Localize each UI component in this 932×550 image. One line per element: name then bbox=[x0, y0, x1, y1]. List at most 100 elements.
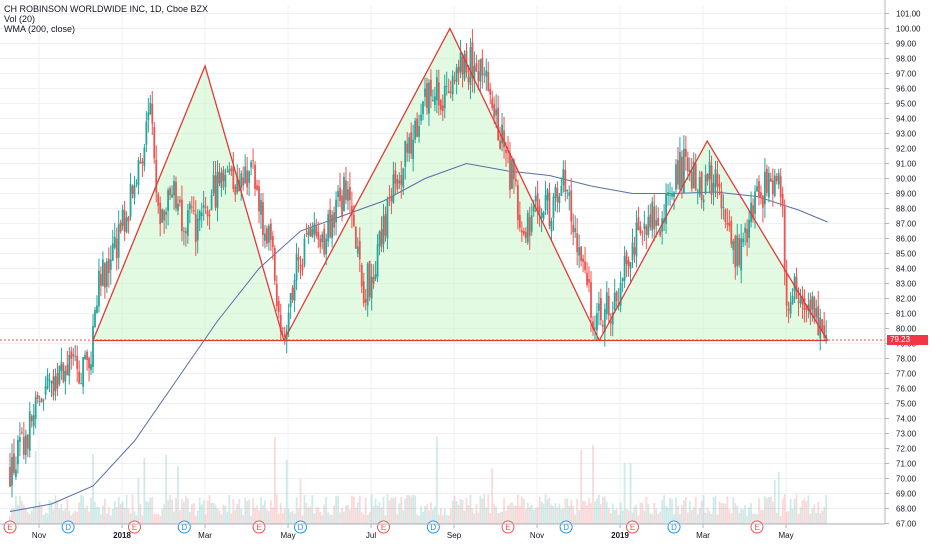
candle-body bbox=[815, 308, 818, 318]
volume-bar bbox=[343, 511, 345, 524]
volume-bar bbox=[84, 508, 86, 524]
volume-bar bbox=[682, 500, 685, 524]
candle-body bbox=[516, 185, 519, 221]
volume-bar bbox=[724, 503, 727, 524]
volume-bar bbox=[756, 513, 758, 524]
dividend-marker[interactable]: D bbox=[667, 520, 681, 534]
candle-body bbox=[147, 112, 150, 121]
candle-body bbox=[538, 206, 541, 213]
volume-bar bbox=[807, 495, 810, 524]
volume-bar bbox=[281, 512, 284, 524]
earnings-marker[interactable]: E bbox=[252, 520, 266, 534]
earnings-marker[interactable]: E bbox=[377, 520, 390, 534]
volume-bar bbox=[165, 454, 168, 524]
candle-body bbox=[657, 218, 660, 226]
y-tick-label: 78.00 bbox=[896, 355, 917, 364]
candle-body bbox=[637, 217, 640, 230]
volume-bar bbox=[481, 498, 484, 524]
candle-body bbox=[682, 148, 685, 193]
volume-bar bbox=[661, 500, 664, 524]
volume-bar bbox=[443, 508, 446, 524]
candle-body bbox=[226, 170, 229, 172]
candle-body bbox=[295, 253, 298, 281]
volume-bar bbox=[775, 512, 778, 524]
candle-body bbox=[441, 105, 444, 112]
volume-bar bbox=[811, 507, 814, 524]
volume-bar bbox=[572, 505, 575, 524]
candle-body bbox=[457, 66, 460, 74]
volume-bar bbox=[801, 500, 804, 524]
volume-bar bbox=[584, 500, 586, 524]
volume-bar bbox=[198, 497, 201, 524]
volume-bar bbox=[520, 496, 523, 524]
candle-body bbox=[370, 276, 373, 299]
dividend-marker[interactable]: D bbox=[177, 520, 191, 534]
candle-body bbox=[214, 175, 217, 208]
volume-bar bbox=[82, 496, 85, 524]
candle-body bbox=[633, 247, 636, 255]
dividend-marker[interactable]: D bbox=[294, 520, 307, 534]
candle-body bbox=[283, 334, 286, 337]
volume-bar bbox=[335, 496, 337, 524]
volume-bar bbox=[748, 507, 750, 524]
volume-bar bbox=[665, 506, 667, 524]
candle-body bbox=[643, 223, 646, 229]
candle-body bbox=[588, 279, 590, 283]
earnings-marker[interactable]: E bbox=[3, 520, 17, 534]
candle-body bbox=[319, 238, 322, 247]
volume-bar bbox=[269, 500, 272, 524]
volume-bar bbox=[598, 494, 600, 524]
volume-bar bbox=[568, 506, 571, 524]
candle-body bbox=[769, 178, 772, 182]
y-tick-label: 84.00 bbox=[896, 265, 917, 274]
candle-body bbox=[623, 256, 626, 281]
volume-bar bbox=[647, 503, 650, 524]
wma-indicator-label[interactable]: WMA (200, close) bbox=[4, 24, 76, 34]
y-tick-label: 97.00 bbox=[896, 70, 917, 79]
volume-bar bbox=[194, 515, 197, 524]
candle-body bbox=[522, 230, 525, 235]
candle-body bbox=[570, 190, 573, 222]
volume-bar bbox=[323, 504, 326, 524]
candle-body bbox=[580, 246, 583, 261]
volume-bar bbox=[101, 505, 104, 524]
volume-bar bbox=[710, 514, 713, 524]
volume-bar bbox=[307, 507, 310, 524]
dividend-marker[interactable]: D bbox=[559, 520, 573, 534]
volume-bar bbox=[50, 501, 53, 524]
candle-body bbox=[542, 211, 545, 219]
volume-bar bbox=[266, 509, 268, 524]
volume-bar bbox=[426, 504, 428, 524]
candle-body bbox=[380, 229, 383, 248]
volume-bar bbox=[248, 499, 251, 524]
earnings-marker[interactable]: E bbox=[501, 520, 515, 534]
candle-body bbox=[418, 126, 420, 137]
candle-body bbox=[149, 102, 152, 115]
candle-body bbox=[343, 176, 345, 212]
volume-bar bbox=[354, 507, 357, 524]
volume-bar bbox=[337, 495, 339, 524]
volume-bar bbox=[220, 514, 223, 524]
candle-body bbox=[123, 210, 126, 232]
dividend-marker[interactable]: D bbox=[426, 520, 440, 534]
volume-bar bbox=[86, 505, 88, 524]
volume-bar bbox=[295, 497, 298, 524]
candle-body bbox=[92, 325, 94, 368]
candle-body bbox=[194, 213, 197, 243]
dividend-marker[interactable]: D bbox=[61, 520, 75, 534]
candle-body bbox=[349, 187, 351, 201]
y-tick-label: 101.00 bbox=[896, 10, 921, 19]
candle-body bbox=[303, 238, 306, 266]
symbol-title[interactable]: CH ROBINSON WORLDWIDE INC, 1D, Cboe BZX bbox=[4, 4, 209, 14]
volume-bar bbox=[424, 505, 426, 524]
volume-indicator-label[interactable]: Vol (20) bbox=[4, 14, 36, 24]
volume-bar bbox=[287, 508, 290, 524]
candle-body bbox=[791, 296, 794, 304]
candle-body bbox=[550, 220, 553, 232]
earnings-marker[interactable]: E bbox=[750, 520, 764, 534]
volume-bar bbox=[368, 512, 371, 524]
candle-body bbox=[803, 298, 806, 311]
volume-bar bbox=[119, 504, 122, 524]
volume-bar bbox=[637, 515, 640, 524]
